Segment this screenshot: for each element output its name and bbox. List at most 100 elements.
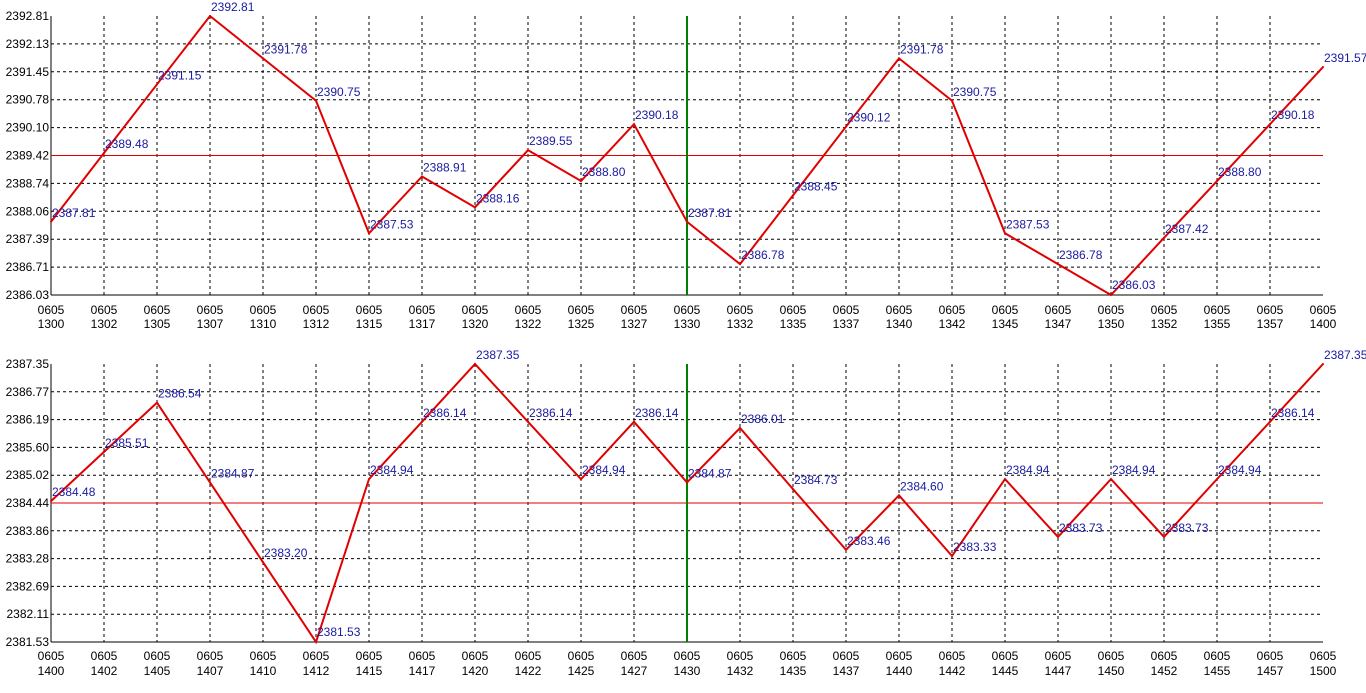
data-label: 2387.53: [1006, 217, 1050, 231]
x-tick-label-date: 0605: [621, 303, 648, 317]
y-tick-label: 2386.03: [6, 288, 50, 302]
x-tick-label-date: 0605: [939, 649, 966, 663]
data-label: 2384.87: [688, 466, 732, 480]
data-point: [315, 641, 317, 643]
x-tick-label-time: 1357: [1257, 317, 1284, 331]
data-point: [527, 149, 529, 152]
x-tick-label-time: 1452: [1151, 664, 1178, 678]
data-label: 2386.01: [741, 412, 785, 426]
x-tick-label-time: 1300: [38, 317, 65, 331]
data-point: [792, 194, 794, 197]
x-tick-label-time: 1307: [197, 317, 224, 331]
x-tick-label-time: 1405: [144, 664, 171, 678]
data-point: [633, 123, 635, 126]
x-tick-label-time: 1400: [1310, 317, 1337, 331]
x-tick-label-date: 0605: [1045, 649, 1072, 663]
data-point: [1163, 535, 1165, 538]
data-label: 2388.80: [1218, 165, 1262, 179]
x-tick-label-time: 1330: [674, 317, 701, 331]
data-point: [50, 220, 52, 223]
x-tick-label-date: 0605: [1310, 649, 1337, 663]
data-label: 2386.14: [1271, 406, 1315, 420]
x-tick-label-date: 0605: [1257, 303, 1284, 317]
chart-panel-1: 2392.81 2392.13 2391.45 2390.78 2390.10 2389.…: [6, 0, 1366, 331]
data-point: [686, 220, 688, 223]
y-tick-label: 2386.19: [6, 413, 50, 427]
y-tick-label: 2392.13: [6, 37, 50, 51]
x-tick-label-time: 1427: [621, 664, 648, 678]
data-point: [898, 494, 900, 497]
data-label: 2390.18: [635, 108, 679, 122]
y-tick-label: 2392.81: [6, 9, 50, 23]
data-label: 2390.75: [953, 85, 997, 99]
y-tick-label: 2384.44: [6, 496, 50, 510]
x-tick-label-time: 1440: [886, 664, 913, 678]
x-tick-label-time: 1437: [833, 664, 860, 678]
data-label: 2384.94: [1218, 463, 1262, 477]
y-tick-label: 2381.53: [6, 635, 50, 649]
data-label: 2386.54: [158, 387, 202, 401]
x-tick-label-date: 0605: [886, 303, 913, 317]
x-tick-label-date: 0605: [38, 649, 65, 663]
data-label: 2386.14: [635, 406, 679, 420]
data-label: 2387.35: [1324, 348, 1366, 362]
data-label: 2384.73: [794, 473, 838, 487]
data-label: 2386.14: [423, 406, 467, 420]
data-label: 2384.94: [1006, 463, 1050, 477]
x-tick-label-time: 1322: [515, 317, 542, 331]
x-tick-label-time: 1455: [1204, 664, 1231, 678]
y-tick-label: 2386.77: [6, 385, 50, 399]
data-label: 2384.48: [52, 485, 96, 499]
x-tick-label-date: 0605: [780, 303, 807, 317]
x-tick-label-date: 0605: [939, 303, 966, 317]
x-tick-label-time: 1450: [1098, 664, 1125, 678]
x-tick-label-date: 0605: [303, 303, 330, 317]
data-point: [474, 206, 476, 209]
x-tick-label-date: 0605: [1257, 649, 1284, 663]
data-point: [50, 500, 52, 503]
x-tick-label-time: 1355: [1204, 317, 1231, 331]
x-tick-label-time: 1310: [250, 317, 277, 331]
x-tick-label-time: 1415: [356, 664, 383, 678]
data-point: [1057, 263, 1059, 266]
x-tick-label-time: 1412: [303, 664, 330, 678]
data-label: 2383.73: [1165, 521, 1209, 535]
x-tick-label-date: 0605: [91, 303, 118, 317]
data-point: [1004, 232, 1006, 235]
x-tick-label-date: 0605: [144, 649, 171, 663]
x-tick-label-date: 0605: [727, 649, 754, 663]
data-point: [1057, 535, 1059, 538]
data-label: 2389.48: [105, 137, 149, 151]
x-tick-label-time: 1352: [1151, 317, 1178, 331]
x-tick-label-date: 0605: [674, 303, 701, 317]
data-point: [315, 99, 317, 102]
y-tick-label: 2385.02: [6, 468, 50, 482]
x-tick-label-date: 0605: [992, 649, 1019, 663]
data-point: [633, 420, 635, 423]
y-tick-label: 2387.39: [6, 232, 50, 246]
data-label: 2391.78: [900, 42, 944, 56]
data-point: [368, 478, 370, 481]
x-tick-label-time: 1302: [91, 317, 118, 331]
data-label: 2388.80: [582, 165, 626, 179]
data-point: [103, 450, 105, 453]
data-point: [156, 83, 158, 86]
x-tick-label-date: 0605: [409, 303, 436, 317]
data-label: 2387.53: [370, 217, 414, 231]
data-label: 2384.94: [1112, 463, 1156, 477]
data-point: [103, 152, 105, 155]
data-point: [845, 548, 847, 551]
x-tick-label-date: 0605: [833, 649, 860, 663]
data-label: 2384.94: [370, 463, 414, 477]
x-tick-label-date: 0605: [833, 303, 860, 317]
x-tick-label-time: 1347: [1045, 317, 1072, 331]
data-label: 2391.57: [1324, 51, 1366, 65]
data-point: [262, 561, 264, 564]
x-tick-label-time: 1315: [356, 317, 383, 331]
data-label: 2386.14: [529, 406, 573, 420]
data-label: 2383.46: [847, 534, 891, 548]
y-tick-label: 2391.45: [6, 65, 50, 79]
data-point: [1110, 478, 1112, 481]
data-label: 2386.03: [1112, 278, 1156, 292]
